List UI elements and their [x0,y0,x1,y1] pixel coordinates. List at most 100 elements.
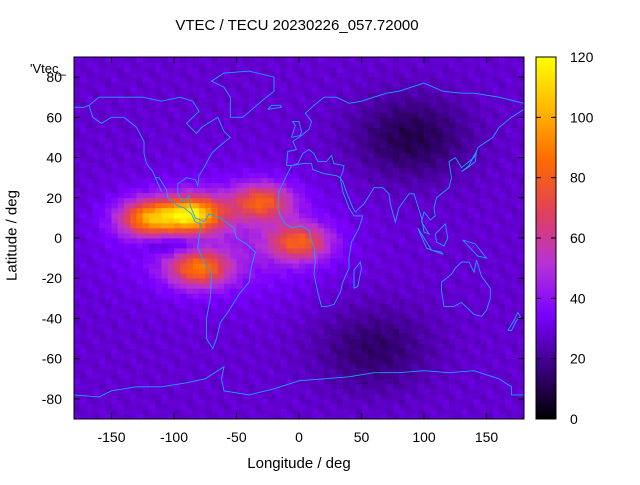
heatmap-cell [436,227,444,234]
heatmap-cell [505,328,512,334]
heatmap-cell [317,358,325,365]
heatmap-cell [167,243,175,249]
heatmap-cell [99,192,106,199]
heatmap-cell [80,383,87,390]
heatmap-cell [380,97,387,103]
heatmap-cell [111,358,119,365]
heatmap-cell [386,323,394,329]
heatmap-cell [174,253,181,259]
heatmap-cell [124,202,131,209]
heatmap-cell [255,258,262,264]
heatmap-cell [224,373,231,380]
heatmap-cell [280,308,287,314]
heatmap-cell [336,82,344,88]
heatmap-cell [436,137,444,143]
heatmap-cell [242,197,250,204]
heatmap-cell [149,182,156,189]
heatmap-cell [380,243,387,249]
heatmap-cell [199,72,206,78]
heatmap-cell [367,122,375,128]
heatmap-cell [330,217,337,224]
heatmap-cell [442,348,450,355]
heatmap-cell [117,383,125,390]
heatmap-cell [180,192,187,199]
heatmap-cell [205,202,212,209]
heatmap-cell [205,368,212,375]
heatmap-cell [380,283,387,289]
heatmap-cell [467,147,475,153]
heatmap-cell [117,363,125,370]
heatmap-cell [211,388,219,395]
heatmap-cell [392,398,400,405]
heatmap-cell [117,398,125,405]
heatmap-cell [280,293,287,299]
heatmap-cell [474,288,481,294]
heatmap-cell [92,127,100,133]
heatmap-cell [442,112,450,118]
heatmap-cell [136,217,144,224]
heatmap-cell [249,303,256,309]
heatmap-cell [161,323,169,329]
heatmap-cell [167,373,175,380]
heatmap-cell [99,283,106,289]
heatmap-cell [274,413,281,419]
heatmap-cell [80,117,87,123]
heatmap-cell [355,338,362,344]
heatmap-cell [92,268,100,274]
heatmap-cell [336,212,344,219]
heatmap-cell [136,97,144,103]
heatmap-cell [80,413,87,419]
heatmap-cell [411,313,419,319]
heatmap-cell [442,398,450,405]
heatmap-cell [74,273,81,279]
heatmap-cell [199,318,206,324]
heatmap-cell [436,373,444,380]
heatmap-cell [261,343,269,350]
heatmap-cell [474,298,481,304]
heatmap-cell [111,182,119,189]
heatmap-cell [374,378,381,385]
heatmap-cell [324,107,331,113]
heatmap-cell [417,248,425,254]
heatmap-cell [155,293,162,299]
heatmap-cell [242,353,250,360]
heatmap-cell [149,202,156,209]
heatmap-cell [92,72,100,78]
heatmap-cell [424,197,431,204]
heatmap-cell [130,288,137,294]
heatmap-cell [355,398,362,405]
heatmap-cell [286,147,294,153]
heatmap-cell [261,378,269,385]
heatmap-cell [505,127,512,133]
heatmap-cell [142,107,150,113]
heatmap-cell [217,87,225,93]
heatmap-cell [442,222,450,229]
heatmap-cell [117,102,125,108]
heatmap-cell [236,197,244,204]
heatmap-cell [386,187,394,194]
heatmap-cell [280,283,287,289]
heatmap-cell [242,263,250,269]
heatmap-cell [436,107,444,113]
heatmap-cell [449,147,456,153]
heatmap-cell [317,127,325,133]
heatmap-cell [80,147,87,153]
heatmap-cell [236,202,244,209]
heatmap-cell [436,378,444,385]
heatmap-cell [155,313,162,319]
heatmap-cell [330,142,337,148]
heatmap-cell [199,323,206,329]
heatmap-cell [274,363,281,370]
heatmap-cell [99,248,106,254]
heatmap-cell [130,157,137,163]
heatmap-cell [380,393,387,400]
heatmap-cell [149,177,156,184]
heatmap-cell [292,187,300,194]
heatmap-cell [474,348,481,355]
heatmap-cell [249,117,256,123]
heatmap-cell [424,313,431,319]
heatmap-cell [92,253,100,259]
heatmap-cell [342,97,350,103]
heatmap-cell [286,373,294,380]
heatmap-cell [342,328,350,334]
